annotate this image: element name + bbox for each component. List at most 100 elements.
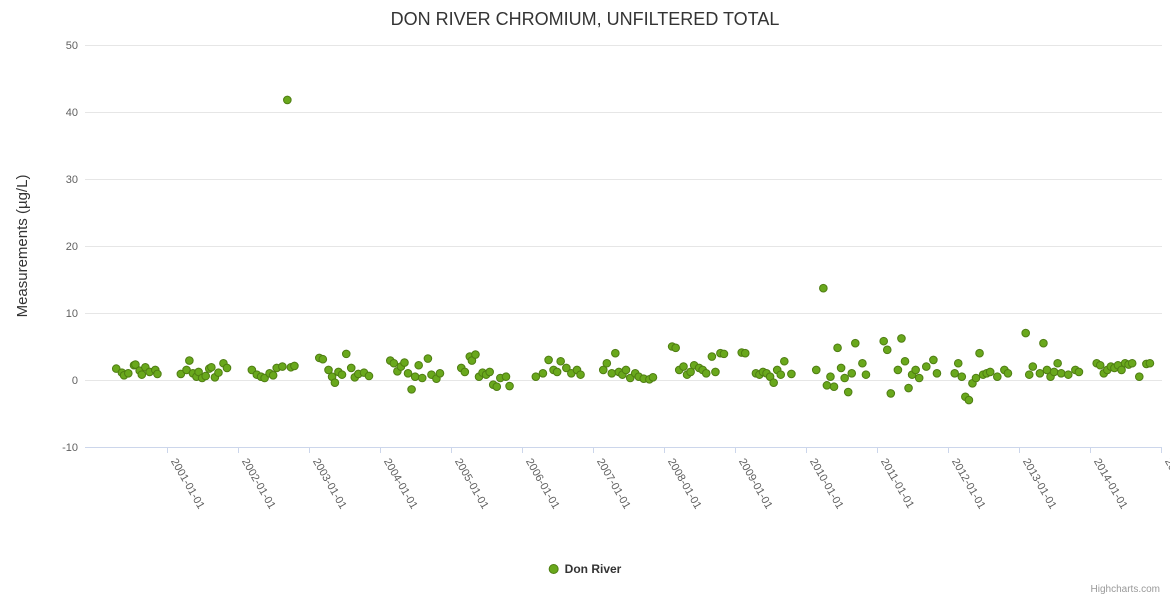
data-point[interactable] (1035, 369, 1045, 378)
data-point[interactable] (410, 372, 420, 381)
data-point[interactable] (538, 369, 548, 378)
data-point[interactable] (389, 358, 399, 368)
data-point[interactable] (131, 360, 140, 369)
data-point[interactable] (921, 362, 931, 371)
data-point[interactable] (971, 373, 981, 383)
data-point[interactable] (531, 372, 541, 381)
data-point[interactable] (1028, 362, 1038, 371)
data-point[interactable] (840, 373, 849, 383)
data-point[interactable] (897, 334, 906, 343)
data-point[interactable] (562, 363, 571, 373)
data-point[interactable] (414, 360, 423, 370)
data-point[interactable] (843, 387, 853, 397)
data-point[interactable] (900, 356, 910, 366)
data-point[interactable] (576, 370, 585, 379)
data-point[interactable] (1003, 369, 1013, 378)
data-point[interactable] (780, 356, 789, 366)
data-point[interactable] (1074, 367, 1084, 377)
data-point[interactable] (819, 283, 828, 293)
data-point[interactable] (671, 343, 680, 353)
data-point[interactable] (1049, 367, 1059, 377)
data-point[interactable] (1053, 358, 1062, 368)
highcharts-credit-link[interactable]: Highcharts.com (1090, 584, 1160, 595)
data-point[interactable] (111, 364, 121, 373)
data-point[interactable] (556, 356, 565, 366)
data-point[interactable] (850, 338, 860, 348)
data-point[interactable] (268, 371, 278, 380)
legend-item-don-river[interactable]: Don River (548, 562, 621, 576)
data-point[interactable] (858, 358, 867, 368)
data-point[interactable] (1056, 369, 1066, 378)
data-point[interactable] (621, 365, 631, 375)
data-point[interactable] (201, 371, 210, 381)
data-point[interactable] (471, 350, 480, 359)
data-point[interactable] (822, 381, 832, 390)
data-point[interactable] (176, 369, 186, 379)
data-point[interactable] (501, 372, 511, 381)
data-point[interactable] (882, 345, 892, 355)
data-point[interactable] (679, 362, 688, 371)
data-point[interactable] (932, 369, 942, 378)
data-point[interactable] (417, 373, 427, 383)
data-points[interactable] (111, 95, 1155, 405)
data-point[interactable] (607, 369, 617, 378)
data-point[interactable] (341, 349, 351, 359)
data-point[interactable] (992, 372, 1002, 381)
data-point[interactable] (1024, 370, 1034, 379)
data-point[interactable] (1095, 360, 1105, 370)
data-point[interactable] (953, 358, 963, 368)
data-point[interactable] (836, 363, 846, 373)
data-point[interactable] (552, 367, 562, 377)
data-point[interactable] (611, 348, 620, 358)
data-point[interactable] (711, 367, 720, 377)
data-point[interactable] (686, 367, 695, 377)
data-point[interactable] (811, 365, 821, 375)
data-point[interactable] (598, 365, 608, 375)
data-point[interactable] (1063, 370, 1073, 379)
data-point[interactable] (460, 367, 470, 377)
data-point[interactable] (957, 372, 967, 381)
data-point[interactable] (1134, 372, 1144, 381)
data-point[interactable] (330, 378, 340, 387)
data-point[interactable] (318, 354, 328, 364)
data-point[interactable] (407, 385, 416, 394)
data-point[interactable] (1021, 328, 1030, 338)
data-point[interactable] (1127, 358, 1137, 368)
data-point[interactable] (826, 372, 835, 381)
data-point[interactable] (893, 365, 903, 375)
data-point[interactable] (833, 343, 842, 353)
data-point[interactable] (602, 358, 612, 368)
data-point[interactable] (337, 370, 347, 379)
data-point[interactable] (1039, 338, 1048, 348)
data-point[interactable] (324, 365, 333, 375)
data-point[interactable] (290, 361, 299, 371)
data-point[interactable] (222, 363, 232, 373)
data-point[interactable] (153, 369, 162, 379)
data-point[interactable] (403, 369, 413, 378)
data-point[interactable] (423, 354, 433, 363)
data-point[interactable] (740, 348, 750, 358)
data-point[interactable] (214, 368, 223, 377)
data-point[interactable] (185, 356, 194, 365)
data-point[interactable] (505, 381, 514, 391)
data-point[interactable] (929, 355, 938, 365)
data-point[interactable] (776, 370, 786, 379)
data-point[interactable] (985, 367, 995, 377)
data-point[interactable] (904, 383, 913, 393)
data-point[interactable] (544, 355, 553, 365)
data-point[interactable] (861, 370, 871, 379)
data-point[interactable] (364, 371, 374, 381)
data-point[interactable] (485, 367, 494, 377)
data-point[interactable] (400, 358, 409, 367)
data-point[interactable] (829, 382, 839, 392)
data-point[interactable] (911, 365, 920, 375)
data-point[interactable] (648, 373, 658, 382)
data-point[interactable] (914, 373, 924, 383)
data-point[interactable] (950, 369, 959, 378)
data-point[interactable] (707, 352, 717, 361)
data-point[interactable] (787, 369, 796, 379)
data-point[interactable] (847, 369, 857, 378)
data-point[interactable] (879, 336, 888, 346)
data-point[interactable] (278, 362, 287, 371)
data-point[interactable] (137, 370, 147, 379)
